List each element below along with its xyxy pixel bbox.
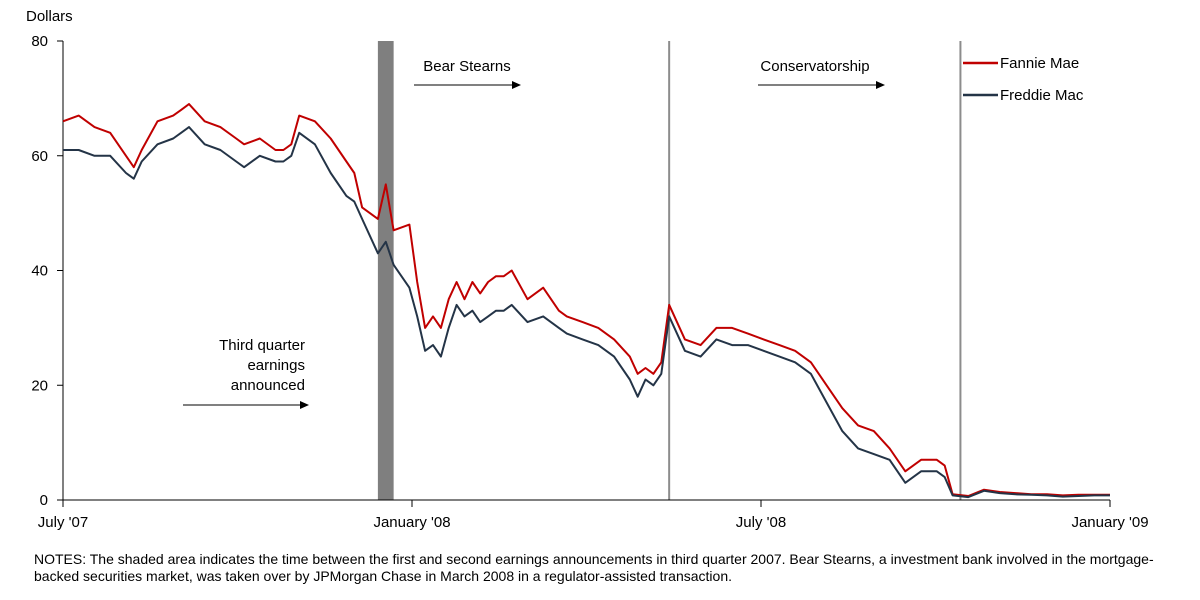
legend: Fannie Mae Freddie Mac <box>963 55 1084 104</box>
annotation-third-quarter-line-2: earnings <box>247 357 305 374</box>
x-tick-label-july-07: July '07 <box>38 514 88 531</box>
conservatorship-annotation: Conservatorship <box>758 58 885 89</box>
chart-notes: NOTES: The shaded area indicates the tim… <box>34 551 1154 584</box>
x-tick-label-january-09: January '09 <box>1071 514 1148 531</box>
stock-price-chart: Dollars 0 20 40 60 80 July '07 January '08 July… <box>26 8 1149 531</box>
y-tick-label-20: 20 <box>31 377 48 394</box>
shaded-earnings-period <box>377 41 394 500</box>
x-tick-label-july-08: July '08 <box>736 514 786 531</box>
series-line-freddie-mac <box>63 126 1110 499</box>
x-tick-label-january-08: January '08 <box>373 514 450 531</box>
y-tick-label-60: 60 <box>31 148 48 165</box>
y-tick-label-40: 40 <box>31 263 48 280</box>
legend-label-freddie-mac: Freddie Mac <box>1000 87 1084 104</box>
y-tick-label-80: 80 <box>31 33 48 50</box>
annotation-third-quarter-line-1: Third quarter <box>219 337 305 354</box>
shaded-period-annotation: Third quarter earnings announced <box>183 337 309 409</box>
y-tick-label-0: 0 <box>40 492 48 509</box>
legend-label-fannie-mae: Fannie Mae <box>1000 55 1079 72</box>
bear-stearns-annotation: Bear Stearns <box>414 58 521 89</box>
y-axis-label: Dollars <box>26 8 73 25</box>
annotation-third-quarter-line-3: announced <box>231 377 305 394</box>
series-line-fannie-mae <box>62 103 1110 497</box>
annotation-conservatorship-label: Conservatorship <box>760 58 869 75</box>
annotation-bear-stearns-label: Bear Stearns <box>423 58 511 75</box>
